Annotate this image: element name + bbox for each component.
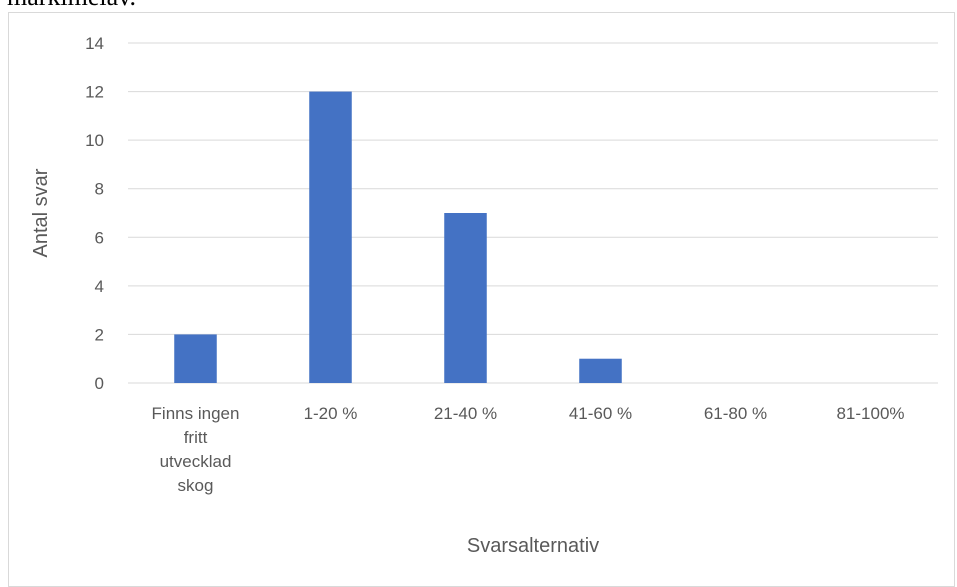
y-tick-label: 6 <box>95 228 104 247</box>
x-tick-label-line: 81-100% <box>836 404 904 423</box>
x-tick-label-line: 1-20 % <box>304 404 358 423</box>
x-tick-label-line: fritt <box>184 428 208 447</box>
y-tick-label: 2 <box>95 325 104 344</box>
document-text-clipped: markimelav. <box>7 0 136 12</box>
x-tick-label: 81-100% <box>836 404 904 423</box>
x-tick-label: 41-60 % <box>569 404 632 423</box>
bar <box>444 213 487 383</box>
y-axis-title: Antal svar <box>30 168 52 257</box>
x-tick-label-line: 41-60 % <box>569 404 632 423</box>
gridlines <box>128 42 938 384</box>
x-tick-label-line: skog <box>178 476 214 495</box>
bar <box>174 334 217 383</box>
x-axis-categories: Finns ingen fritt utvecklad skog 1-20 % 21-40… <box>152 404 905 495</box>
y-tick-label: 14 <box>85 34 104 53</box>
y-tick-label: 0 <box>95 374 104 393</box>
bars <box>174 91 622 384</box>
x-tick-label: 1-20 % <box>304 404 358 423</box>
x-tick-label-line: 61-80 % <box>704 404 767 423</box>
y-tick-label: 8 <box>95 180 104 199</box>
bar <box>309 91 352 384</box>
x-axis-title: Svarsalternativ <box>467 535 599 557</box>
bar <box>579 358 622 383</box>
x-tick-label: Finns ingen fritt utvecklad skog <box>152 404 240 495</box>
x-tick-label-line: utvecklad <box>160 452 232 471</box>
x-tick-label-line: Finns ingen <box>152 404 240 423</box>
y-axis-ticks: 0 2 4 6 8 10 12 14 <box>85 34 104 393</box>
x-tick-label-line: 21-40 % <box>434 404 497 423</box>
x-tick-label: 21-40 % <box>434 404 497 423</box>
x-tick-label: 61-80 % <box>704 404 767 423</box>
y-tick-label: 10 <box>85 131 104 150</box>
y-tick-label: 4 <box>95 277 104 296</box>
y-tick-label: 12 <box>85 83 104 102</box>
